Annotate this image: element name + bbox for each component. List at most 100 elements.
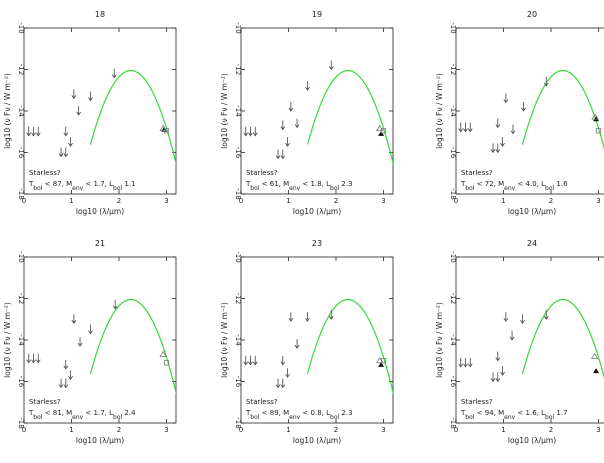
upper-limit-arrow <box>58 147 64 158</box>
open-triangle-point <box>591 113 599 120</box>
y-tick-label: -12 <box>234 293 242 304</box>
annotation-text-part: < 94, M <box>474 409 504 417</box>
x-tick-label: 2 <box>334 197 338 205</box>
open-square-point <box>163 360 170 366</box>
y-tick-label: -16 <box>449 376 457 388</box>
subscript: bol <box>465 414 474 421</box>
subscript: env <box>72 185 83 192</box>
upper-limit-arrow <box>463 122 468 133</box>
upper-limit-arrow <box>285 137 290 147</box>
y-tick-label: -10 <box>449 22 457 33</box>
arrow-head <box>510 130 516 135</box>
y-tick-label: -16 <box>449 147 457 159</box>
upper-limit-arrow <box>68 370 73 380</box>
panel-18: 18 0 1 2 3 -10 -12 -14 -16 -18 log10 (λ/μm) log10 (… <box>3 10 177 216</box>
y-axis-label: log10 (ν Fν / W m⁻²) <box>435 302 444 378</box>
y-tick-label: -10 <box>234 22 242 33</box>
y-tick-label: -18 <box>234 417 242 428</box>
y-tick-label: -18 <box>449 188 457 199</box>
open-triangle-point <box>590 352 599 359</box>
upper-limit-arrow <box>76 106 81 116</box>
upper-limit-arrow <box>252 355 258 366</box>
upper-limit-arrow <box>495 118 501 129</box>
panel-24: 24 0 1 2 3 -10 -12 -14 -16 -18 log10 (λ/μm) log10 (… <box>435 239 604 445</box>
upper-limit-arrow <box>490 143 496 154</box>
annotation-text-part: < 89, M <box>259 409 289 417</box>
upper-limit-arrow <box>543 76 549 87</box>
x-tick-label: 2 <box>334 426 338 434</box>
x-tick-label: 3 <box>596 197 600 205</box>
subscript: bol <box>545 185 554 192</box>
panel-21: 21 0 1 2 3 -10 -12 -14 -16 -18 log10 (λ/μm) log10 (… <box>3 239 177 445</box>
upper-limit-arrow <box>31 353 36 364</box>
model-curve <box>306 69 393 166</box>
arrow-head <box>77 342 83 347</box>
annotation-text-part: < 1.8, L <box>300 180 330 188</box>
upper-limit-arrow <box>509 330 515 341</box>
x-tick-label: 2 <box>117 197 121 205</box>
x-tick-label: 1 <box>286 197 290 205</box>
annotation-params: Tbol < 72, Menv < 4.0, Lbol 1.6 <box>460 180 568 192</box>
arrow-head <box>111 74 117 79</box>
arrow-head <box>252 132 258 137</box>
y-axis-label: log10 (ν Fν / W m⁻²) <box>435 73 444 149</box>
detection-point <box>593 368 600 374</box>
model-curve <box>521 69 604 150</box>
arrow-head <box>248 361 253 366</box>
arrow-head <box>495 124 501 129</box>
annotation-text-part: T <box>460 180 466 188</box>
y-tick-label: -14 <box>449 105 457 117</box>
panel-title: 21 <box>95 239 105 248</box>
upper-limit-arrow <box>467 357 473 368</box>
x-tick-label: 2 <box>549 197 553 205</box>
upper-limit-arrow <box>503 312 509 322</box>
upper-limit-arrow <box>490 372 496 383</box>
panel-19: 19 0 1 2 3 -10 -12 -14 -16 -18 log10 (λ/μm) log10 (… <box>220 10 394 216</box>
upper-limit-arrow <box>252 126 258 137</box>
arrow-head <box>500 371 505 376</box>
arrow-head <box>31 132 36 137</box>
arrow-head <box>26 359 32 364</box>
arrow-head <box>71 95 77 100</box>
upper-limit-arrow <box>58 378 64 389</box>
y-axis-label: log10 (ν Fν / W m⁻²) <box>3 302 12 378</box>
model-curve <box>89 298 176 395</box>
open-square-point <box>380 128 387 134</box>
y-tick-label: -10 <box>17 251 25 262</box>
x-tick-label: 2 <box>117 426 121 434</box>
annotation-starless: Starless? <box>29 398 61 406</box>
upper-limit-arrow <box>458 122 464 133</box>
arrow-head <box>328 315 334 320</box>
arrow-head <box>58 384 64 389</box>
y-tick-label: -14 <box>234 334 242 346</box>
arrow-head <box>490 149 496 154</box>
upper-limit-arrow <box>88 91 93 102</box>
x-tick-label: 0 <box>454 197 458 205</box>
arrow-head <box>112 305 118 310</box>
arrow-head <box>243 132 249 137</box>
arrow-head <box>328 66 334 71</box>
arrow-head <box>463 128 468 133</box>
arrow-head <box>31 359 36 364</box>
arrow-head <box>252 361 258 366</box>
annotation-text-part: < 61, M <box>259 180 289 188</box>
upper-limit-arrow <box>467 122 473 133</box>
y-tick-label: -18 <box>17 417 25 428</box>
annotation-text-part: T <box>245 180 251 188</box>
annotation-starless: Starless? <box>246 398 278 406</box>
annotation-text-part: T <box>460 409 466 417</box>
x-tick-label: 3 <box>164 426 168 434</box>
panel-title: 23 <box>312 239 322 248</box>
x-tick-label: 0 <box>454 426 458 434</box>
arrow-head <box>63 132 69 137</box>
upper-limit-arrow <box>305 312 310 322</box>
panel-title: 18 <box>95 10 105 19</box>
annotation-starless: Starless? <box>29 169 61 177</box>
subscript: bol <box>465 185 474 192</box>
annotation-params: Tbol < 81, Menv < 1.7, Lbol 2.4 <box>28 409 136 421</box>
upper-limit-arrow <box>31 126 36 137</box>
y-tick-label: -12 <box>449 64 457 75</box>
arrow-head <box>458 128 464 133</box>
arrow-head <box>490 378 496 383</box>
